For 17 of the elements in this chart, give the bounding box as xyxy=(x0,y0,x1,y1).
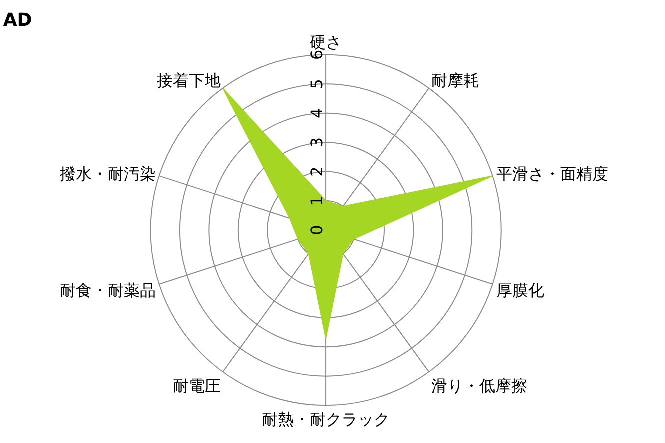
y-tick-label: 6 xyxy=(307,50,326,60)
chart-title: AD xyxy=(3,10,32,31)
y-tick-label: 5 xyxy=(307,79,326,90)
spoke-label: 撥水・耐汚染 xyxy=(60,164,156,184)
spoke-label: 耐食・耐薬品 xyxy=(60,280,156,300)
y-tick-label: 3 xyxy=(307,137,326,148)
spoke-label: 滑り・低摩擦 xyxy=(431,376,528,396)
spoke-label: 厚膜化 xyxy=(496,280,544,300)
y-tick-label: 2 xyxy=(307,166,326,177)
y-tick-label: 4 xyxy=(307,108,326,118)
y-tick-label: 0 xyxy=(307,225,326,236)
spoke-label: 耐摩耗 xyxy=(431,71,480,90)
spoke-label: 耐熱・耐クラック xyxy=(262,410,390,430)
spoke-label: 接着下地 xyxy=(156,71,221,90)
spoke-label: 平滑さ・面精度 xyxy=(496,164,608,184)
spoke-label: 耐電圧 xyxy=(172,376,221,396)
y-tick-label: 1 xyxy=(307,196,326,206)
